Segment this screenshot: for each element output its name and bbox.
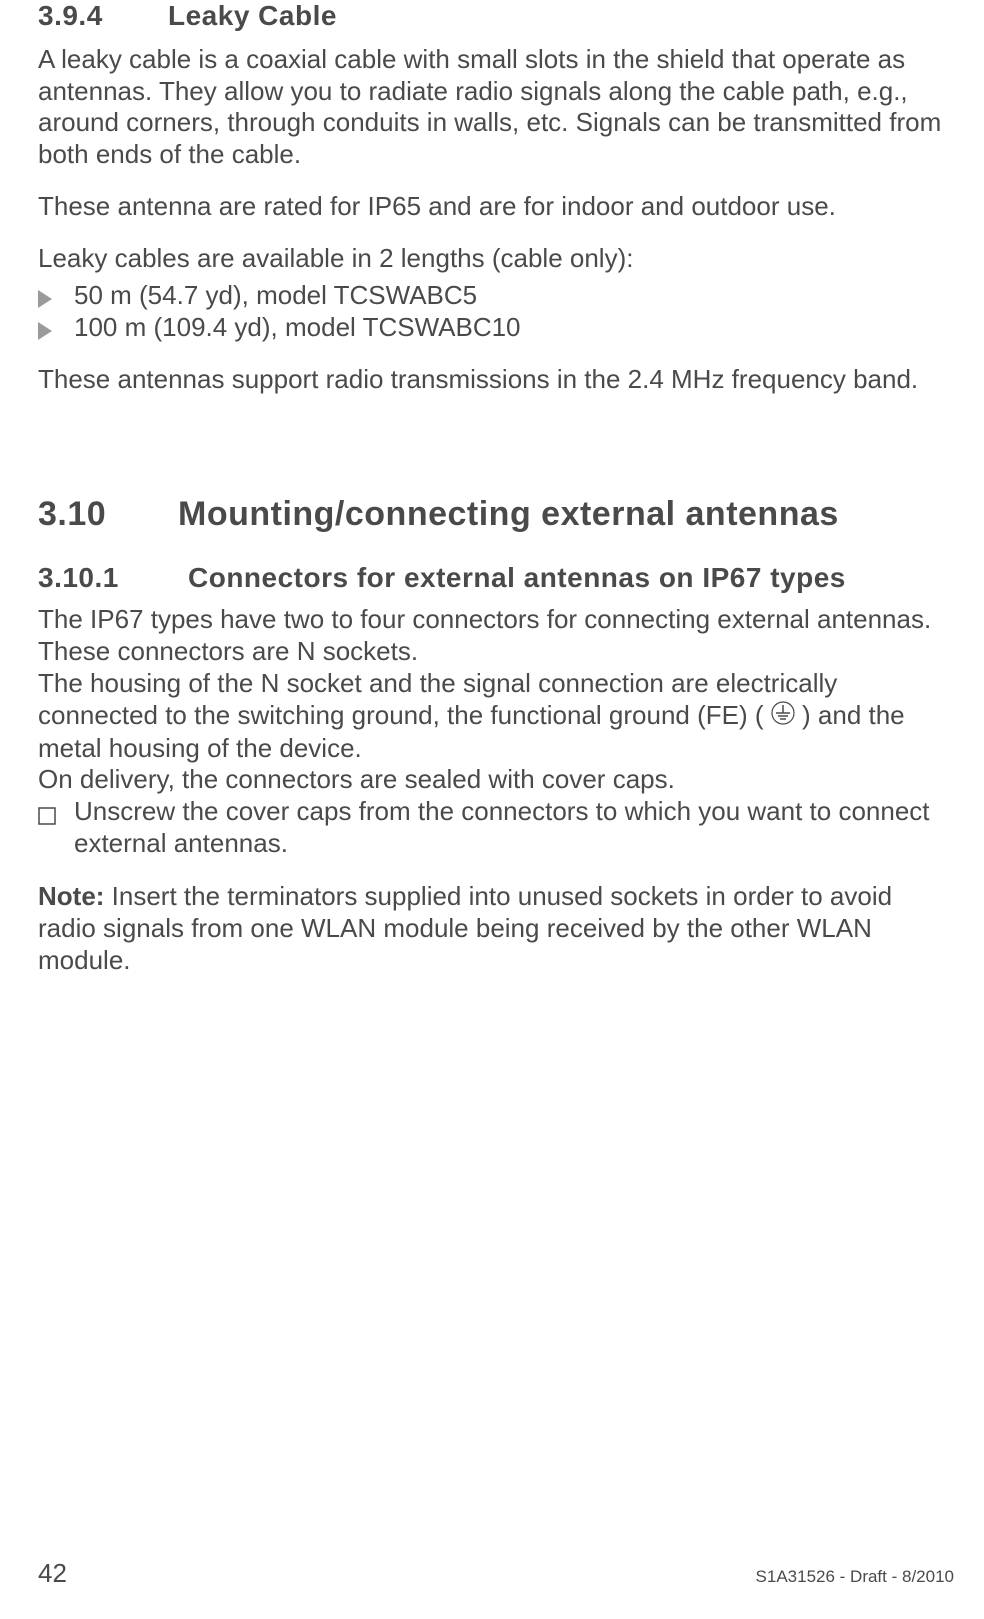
heading-310: 3.10Mounting/connecting external antenna…	[38, 495, 954, 534]
page-number: 42	[38, 1558, 67, 1589]
section-number-3101: 3.10.1	[38, 562, 188, 594]
triangle-marker-icon	[38, 312, 74, 344]
para-3101-2a: The housing of the N socket and the sign…	[38, 668, 837, 730]
para-394-3: Leaky cables are available in 2 lengths …	[38, 243, 954, 275]
section-number-310: 3.10	[38, 495, 178, 534]
bullet-list-394: 50 m (54.7 yd), model TCSWABC5 100 m (10…	[38, 280, 954, 343]
document-id: S1A31526 - Draft - 8/2010	[756, 1567, 954, 1587]
list-item: 100 m (109.4 yd), model TCSWABC10	[38, 312, 954, 344]
para-3101-3: On delivery, the connectors are sealed w…	[38, 764, 954, 796]
heading-394: 3.9.4Leaky Cable	[38, 0, 954, 32]
page-footer: 42 S1A31526 - Draft - 8/2010	[38, 1558, 954, 1589]
note-label: Note:	[38, 881, 104, 911]
section-title-394: Leaky Cable	[168, 0, 337, 31]
note-paragraph: Note: Insert the terminators supplied in…	[38, 881, 954, 976]
section-number-394: 3.9.4	[38, 0, 168, 32]
para-394-2: These antenna are rated for IP65 and are…	[38, 191, 954, 223]
para-3101-1: The IP67 types have two to four connecto…	[38, 604, 954, 667]
para-3101-2: The housing of the N socket and the sign…	[38, 668, 954, 764]
section-title-310: Mounting/connecting external antennas	[178, 495, 839, 533]
list-item-text: 50 m (54.7 yd), model TCSWABC5	[74, 280, 477, 312]
para-394-1: A leaky cable is a coaxial cable with sm…	[38, 44, 954, 171]
section-title-3101: Connectors for external antennas on IP67…	[188, 562, 846, 593]
note-text: Insert the terminators supplied into unu…	[38, 881, 892, 974]
list-item-text: 100 m (109.4 yd), model TCSWABC10	[74, 312, 521, 344]
checkbox-item: Unscrew the cover caps from the connecto…	[38, 796, 954, 859]
triangle-marker-icon	[38, 280, 74, 312]
ground-symbol-icon	[771, 701, 795, 733]
checkbox-marker-icon	[38, 796, 74, 828]
heading-3101: 3.10.1Connectors for external antennas o…	[38, 562, 954, 594]
list-item: 50 m (54.7 yd), model TCSWABC5	[38, 280, 954, 312]
checkbox-text: Unscrew the cover caps from the connecto…	[74, 796, 954, 859]
para-394-4: These antennas support radio transmissio…	[38, 364, 954, 396]
